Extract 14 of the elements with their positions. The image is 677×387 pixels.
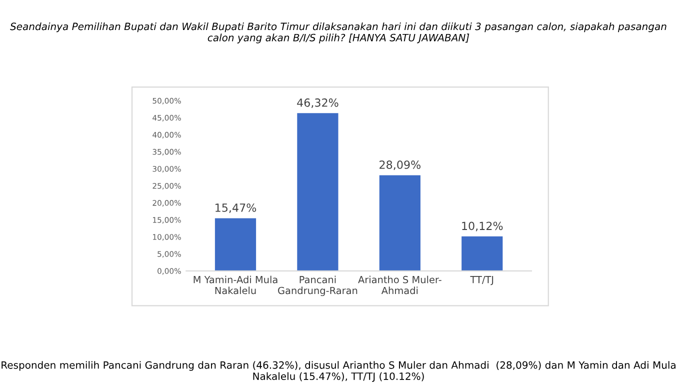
text: Responden memilih Pancani Gandrung dan Raran (46.32%), disusul Ariantho S Muler dan Ahmadi (28,09%) dan M Yamin dan Adi Mula Nakalelu (15.47%), TT/TJ (10.12%)	[2, 361, 676, 382]
bar	[379, 175, 420, 271]
data-label: 28,09%	[380, 160, 420, 170]
bar	[214, 218, 256, 271]
x-tick-label: Pancani Gandrung-Raran	[278, 276, 358, 296]
x-tick-label: M Yamin-Adi Mula Nakalelu	[194, 276, 278, 294]
data-label: 15,47%	[216, 203, 256, 214]
x-tick-label: TT/TJ	[470, 276, 494, 286]
chart-title: Seandainya Pemilihan Bupati dan Wakil Bupati Barito Timur dilaksanakan hari ini dan diikuti 3 pasangan calon, siapakah pasangan calon yang akan B/I/S pilih? [HANYA SATU JAWABAN]	[10, 22, 666, 44]
x-tick-label: Ariantho S Muler- Ahmadi	[358, 276, 442, 294]
data-label: 46,32%	[297, 98, 338, 108]
data-label: 10,12%	[462, 222, 503, 232]
bar	[297, 113, 338, 271]
bar	[462, 236, 503, 271]
